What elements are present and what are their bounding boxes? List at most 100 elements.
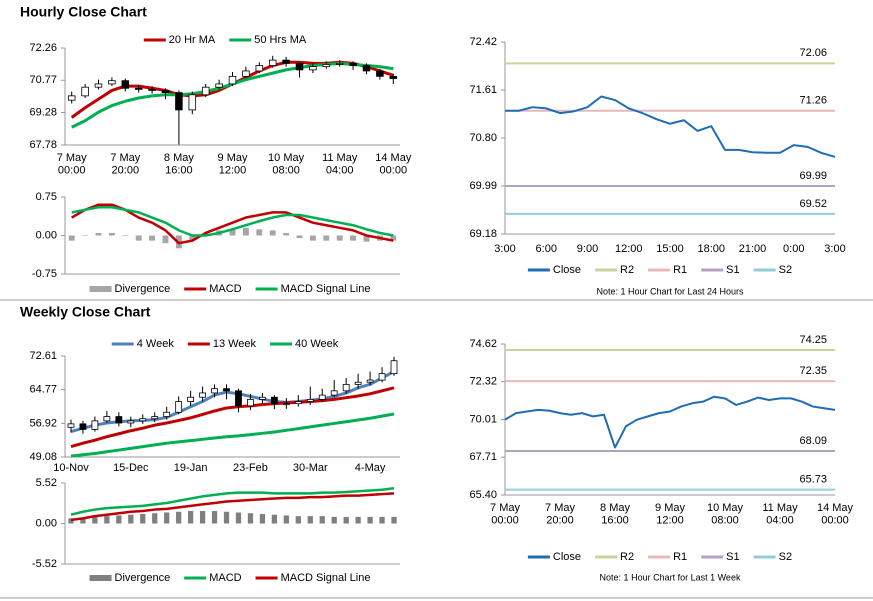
x-tick-label: 10-Nov: [53, 462, 89, 474]
candle-body: [235, 390, 242, 407]
divergence-bar: [355, 516, 361, 524]
candle-body: [342, 383, 350, 392]
x-tick-label: 9 May 12:00: [655, 502, 685, 527]
candle-body: [247, 398, 254, 407]
divergence-bar: [116, 515, 122, 524]
candle-body: [330, 390, 338, 396]
divergence-bar: [223, 511, 230, 524]
x-tick-label: 10 May 08:00: [268, 152, 305, 177]
y-tick-label: 74.62: [469, 338, 497, 350]
section-title: Weekly Close Chart: [20, 304, 151, 320]
candle-body: [175, 92, 183, 111]
y-tick-label: 72.26: [29, 42, 57, 54]
candle-body: [282, 403, 290, 406]
legend-label: 50 Hrs MA: [254, 34, 307, 46]
section-title: Hourly Close Chart: [20, 4, 147, 20]
y-tick-label: 70.01: [469, 413, 497, 425]
divergence-bar: [391, 516, 397, 524]
candle-body: [228, 75, 237, 85]
candle-body: [259, 396, 266, 400]
y-tick-label: 67.78: [29, 139, 57, 151]
y-tick-label: 69.18: [469, 228, 497, 240]
y-tick-label: 64.77: [29, 384, 57, 396]
close-line: [504, 395, 836, 449]
candle-body: [199, 392, 206, 398]
x-tick-label: 8 May 16:00: [164, 152, 194, 177]
y-tick-label: -0.75: [32, 268, 57, 280]
legend-label: MACD Signal Line: [281, 572, 371, 584]
y-tick-label: 5.52: [36, 477, 57, 489]
candle-body: [378, 373, 386, 381]
candle-body: [151, 416, 159, 420]
candle-body: [376, 70, 384, 77]
x-tick-label: 23-Feb: [233, 462, 268, 474]
legend: 4 Week 13 Week 40 Week: [111, 338, 339, 350]
legend: Divergence MACD MACD Signal Line: [89, 572, 371, 584]
legend-label: S2: [779, 264, 792, 276]
legend-label: R1: [673, 551, 687, 563]
ma-line: [70, 412, 395, 458]
candle-body: [67, 423, 75, 428]
divergence-bar: [295, 516, 301, 524]
candle-body: [389, 75, 398, 79]
macd-line: [71, 206, 394, 237]
y-tick-label: 0.75: [36, 191, 57, 203]
candle-body: [103, 416, 111, 422]
legend-swatch: [89, 575, 112, 581]
level-label: 65.73: [799, 474, 827, 486]
divergence-bar: [363, 235, 370, 242]
y-tick-label: 69.99: [469, 180, 497, 192]
legend-label: 20 Hr MA: [169, 34, 216, 46]
divergence-bar: [68, 518, 74, 524]
candle-body: [349, 62, 357, 66]
divergence-bar: [379, 516, 385, 524]
candle-body: [211, 388, 218, 394]
level-label: 69.52: [799, 198, 827, 210]
y-tick-label: 0.00: [36, 229, 57, 241]
y-tick-label: 72.42: [469, 36, 497, 48]
y-tick-label: 67.71: [469, 451, 497, 463]
legend-label: R2: [620, 264, 634, 276]
y-tick-label: 65.40: [469, 489, 497, 501]
candle-body: [148, 88, 156, 91]
candle-body: [67, 95, 76, 101]
candle-body: [188, 94, 197, 111]
x-tick-label: 14 May 00:00: [817, 502, 854, 527]
candle-body: [306, 398, 314, 402]
candle-body: [362, 65, 371, 72]
legend-label: 4 Week: [137, 338, 175, 350]
ma-line: [70, 60, 394, 119]
divergence-bar: [271, 514, 278, 524]
divergence-bar: [199, 511, 206, 524]
candle-body: [115, 416, 123, 424]
divergence-bar: [164, 512, 170, 524]
x-tick-label: 6:00: [536, 243, 557, 255]
divergence-bar: [211, 511, 218, 524]
legend: Close R2 R1 S1 S2: [527, 264, 792, 276]
legend-label: 40 Week: [295, 338, 339, 350]
divergence-bar: [176, 511, 182, 524]
x-tick-label: 0:00: [783, 243, 804, 255]
legend-label: 13 Week: [213, 338, 257, 350]
divergence-bar: [367, 516, 373, 524]
y-tick-label: 72.32: [469, 376, 497, 388]
divergence-bar: [152, 513, 158, 524]
divergence-bar: [283, 232, 290, 236]
x-tick-label: 8 May 16:00: [600, 502, 630, 527]
legend: Divergence MACD MACD Signal Line: [89, 283, 371, 295]
divergence-bar: [283, 515, 289, 524]
candle-body: [366, 379, 374, 383]
y-tick-label: -5.52: [32, 558, 57, 570]
x-tick-label: 21:00: [739, 243, 767, 255]
note: Note: 1 Hour Chart for Last 24 Hours: [596, 286, 744, 296]
divergence-bar: [323, 235, 330, 241]
legend-label: Close: [553, 551, 581, 563]
legend-label: MACD Signal Line: [281, 283, 371, 295]
divergence-bar: [187, 511, 194, 524]
x-tick-label: 9 May 12:00: [218, 152, 248, 177]
legend-label: S2: [779, 551, 792, 563]
legend-swatch: [89, 286, 112, 292]
divergence-bar: [162, 235, 169, 244]
